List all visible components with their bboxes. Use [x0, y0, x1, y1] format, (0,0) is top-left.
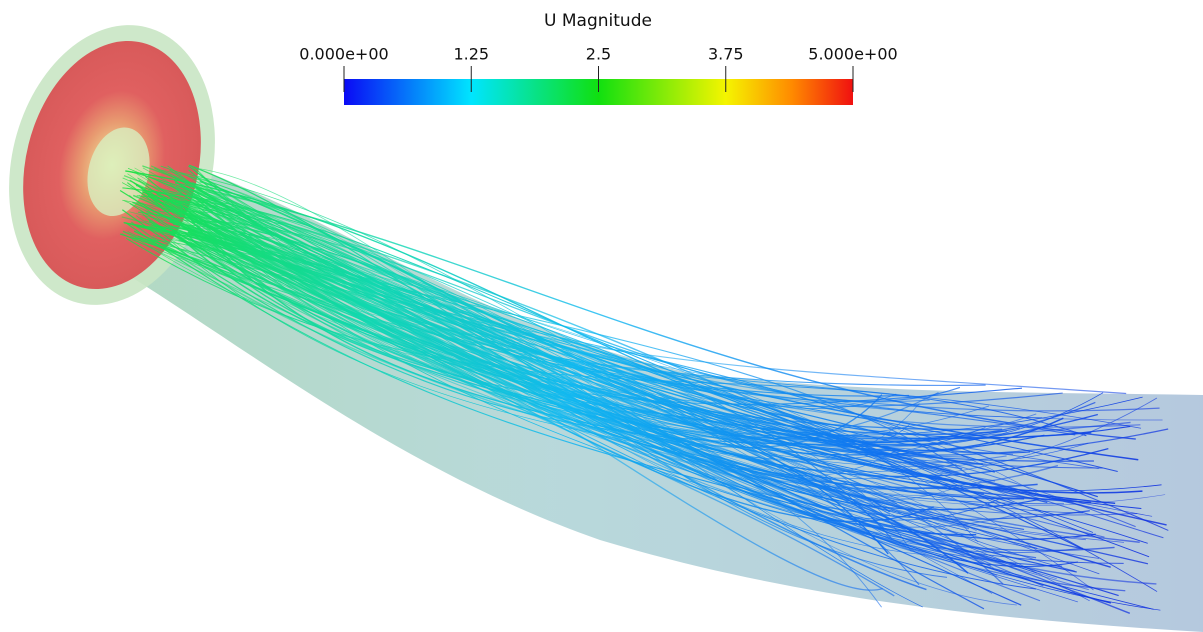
- streamline: [191, 181, 1100, 575]
- streamline: [152, 199, 883, 591]
- streamline: [187, 175, 1160, 412]
- streamline: [125, 238, 1087, 437]
- streamline: [188, 201, 897, 409]
- streamline: [119, 190, 1098, 498]
- streamline: [123, 175, 1126, 592]
- streamline: [154, 194, 923, 608]
- tick-label: 0.000e+00: [299, 45, 388, 64]
- streamline: [122, 187, 1079, 568]
- tick-label: 3.75: [708, 45, 744, 64]
- streamline: [136, 226, 1157, 585]
- streamline: [133, 182, 895, 597]
- streamline: [151, 236, 986, 461]
- streamline: [127, 231, 1014, 455]
- streamline: [135, 224, 1143, 494]
- streamline: [171, 228, 969, 574]
- streamline: [180, 204, 1150, 558]
- streamline: [130, 221, 970, 530]
- streamline: [168, 195, 1127, 395]
- tick-label: 2.5: [586, 45, 611, 64]
- streamline: [121, 209, 948, 446]
- streamline: [183, 231, 996, 473]
- streamline: [154, 167, 1124, 564]
- streamlines: [119, 164, 1169, 614]
- color-legend: U Magnitude 0.000e+00 1.25 2.5 3.75 5.000e+0…: [299, 11, 898, 105]
- streamline: [136, 195, 1084, 514]
- streamline: [157, 227, 1057, 580]
- streamline: [196, 236, 1124, 543]
- tick-label: 5.000e+00: [808, 45, 897, 64]
- streamline: [173, 176, 1094, 533]
- streamline: [146, 210, 1096, 440]
- streamline: [143, 190, 1031, 454]
- streamline: [188, 164, 1039, 511]
- streamline: [147, 218, 1023, 405]
- tick-label: 1.25: [453, 45, 489, 64]
- legend-title: U Magnitude: [544, 11, 652, 31]
